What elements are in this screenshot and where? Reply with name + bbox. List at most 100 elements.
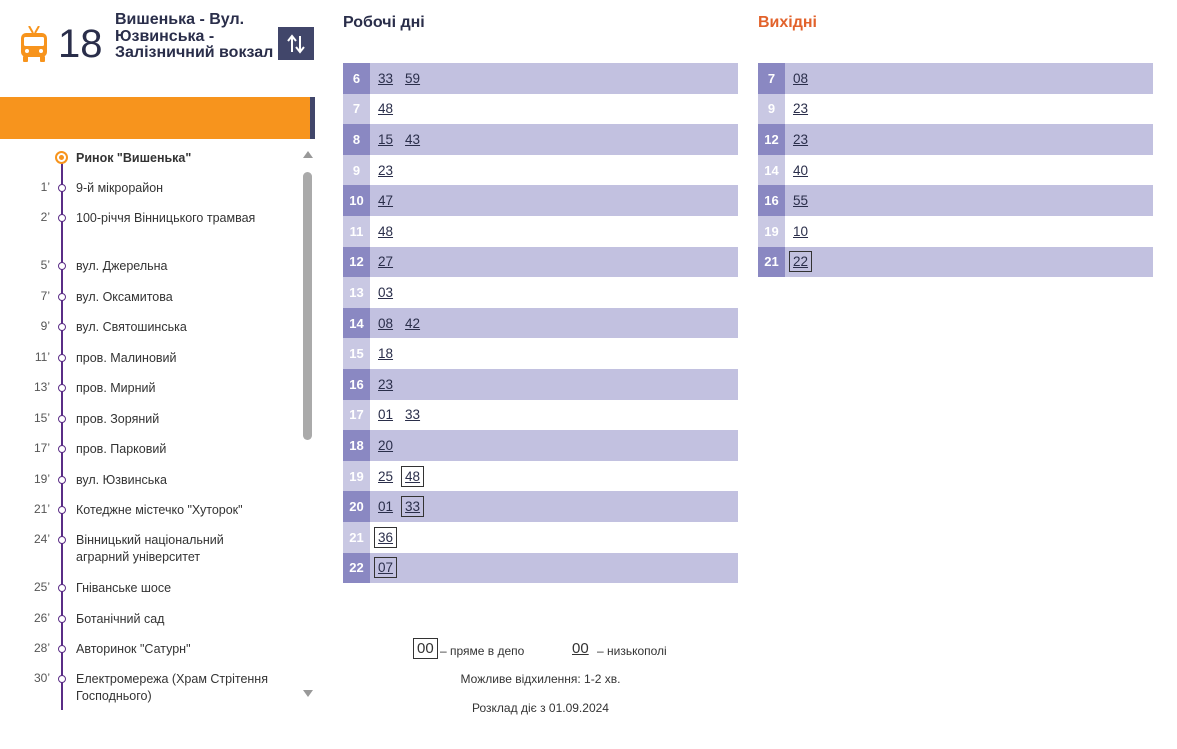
departure-minute[interactable]: 33 (378, 70, 394, 86)
stop-time: 24’ (33, 532, 50, 546)
scroll-down-icon[interactable] (303, 690, 313, 697)
departure-minute[interactable]: 59 (405, 70, 421, 86)
stops-list[interactable]: Ринок "Вишенька" 1’ 9-й мікрорайон 2’ 100-рі… (0, 140, 300, 710)
departure-minute[interactable]: 18 (378, 346, 394, 362)
stop-name: 100-річчя Вінницького трамвая (76, 211, 256, 225)
hour-cell: 14 (758, 154, 785, 186)
stop-name: Гніванське шосе (76, 581, 172, 595)
hour-cell: 7 (343, 93, 370, 125)
stop-dot-icon (58, 615, 66, 623)
stop-time: 17’ (33, 441, 50, 455)
minutes-cell: 47 (370, 193, 405, 208)
stop-dot-icon (58, 262, 66, 270)
hour-row: 19 10 (758, 215, 1153, 247)
hour-cell: 21 (343, 521, 370, 553)
departure-minute[interactable]: 15 (378, 131, 394, 147)
stop-time: 5’ (40, 258, 50, 272)
stop-time: 9’ (40, 319, 50, 333)
stops-scrollbar[interactable] (301, 148, 315, 700)
departure-minute[interactable]: 25 (378, 468, 394, 484)
stop-time: 11’ (34, 350, 50, 364)
hour-row: 17 01 33 (343, 399, 738, 431)
lowfloor-sample: 00 (572, 640, 589, 657)
departure-minute[interactable]: 10 (793, 223, 809, 239)
hour-cell: 14 (343, 307, 370, 339)
departure-minute[interactable]: 01 (378, 499, 394, 515)
departure-minute[interactable]: 08 (378, 315, 394, 331)
swap-direction-button[interactable] (278, 27, 314, 60)
hour-row: 15 18 (343, 338, 738, 369)
stop-time: 13’ (33, 380, 50, 394)
stop-name: 9-й мікрорайон (76, 181, 164, 195)
trolleybus-icon (21, 26, 47, 62)
weekday-title: Робочі дні (343, 14, 425, 31)
departure-minute[interactable]: 48 (378, 223, 394, 239)
hour-row: 13 03 (343, 277, 738, 308)
hour-cell: 12 (758, 124, 785, 155)
route-name: Вишенька - Вул. Юзвинська - Залізничний … (115, 11, 274, 61)
hour-row: 21 36 (343, 521, 738, 553)
stop-name: Авторинок "Сатурн" (76, 642, 191, 656)
departure-minute[interactable]: 23 (378, 162, 394, 178)
hour-cell: 10 (343, 185, 370, 216)
stop-name: вул. Оксамитова (76, 290, 173, 304)
valid-from-note: Розклад діє з 01.09.2024 (472, 701, 609, 715)
stop-dot-icon (58, 645, 66, 653)
departure-minute[interactable]: 23 (378, 376, 394, 392)
minutes-cell: 23 (785, 132, 820, 147)
hour-cell: 20 (343, 491, 370, 522)
departure-minute[interactable]: 23 (793, 101, 809, 117)
scroll-thumb[interactable] (303, 172, 312, 440)
hour-row: 20 01 33 (343, 491, 738, 522)
hour-cell: 13 (343, 277, 370, 308)
stop-time: 21’ (33, 502, 50, 516)
departure-minute[interactable]: 23 (793, 131, 809, 147)
departure-minute-depot[interactable]: 36 (374, 526, 398, 548)
stop-dot-icon (58, 476, 66, 484)
stop-dot-icon (58, 445, 66, 453)
departure-minute[interactable]: 43 (405, 131, 421, 147)
departure-minute[interactable]: 48 (378, 101, 394, 117)
hour-cell: 16 (758, 185, 785, 216)
minutes-cell: 07 (370, 557, 405, 579)
minutes-cell: 03 (370, 285, 405, 300)
stop-name: Ботанічний сад (76, 612, 165, 626)
departure-minute[interactable]: 27 (378, 254, 394, 270)
stop-time: 25’ (33, 580, 50, 594)
stop-name: Вінницький національний аграрний універс… (76, 533, 224, 564)
stop-time: 19’ (33, 472, 50, 486)
weekend-timetable: 7 08 9 23 12 23 14 40 16 55 19 10 21 22 (758, 63, 1153, 278)
hour-row: 14 08 42 (343, 307, 738, 339)
departure-minute[interactable]: 33 (405, 407, 421, 423)
departure-minute[interactable]: 47 (378, 193, 394, 209)
hour-row: 12 27 (343, 246, 738, 278)
departure-minute[interactable]: 55 (793, 193, 809, 209)
minutes-cell: 25 48 (370, 465, 432, 487)
scroll-up-icon[interactable] (303, 151, 313, 158)
stop-dot-icon (58, 214, 66, 222)
departure-minute-depot[interactable]: 22 (789, 251, 813, 273)
stop-name: Котеджне містечко "Хуторок" (76, 503, 243, 517)
minutes-cell: 40 (785, 163, 820, 178)
weekend-title: Вихідні (758, 14, 817, 31)
departure-minute-depot[interactable]: 07 (374, 557, 398, 579)
hour-row: 8 15 43 (343, 124, 738, 155)
departure-minute[interactable]: 42 (405, 315, 421, 331)
hour-cell: 17 (343, 399, 370, 431)
departure-minute[interactable]: 08 (793, 70, 809, 86)
departure-minute[interactable]: 40 (793, 162, 809, 178)
hour-cell: 6 (343, 63, 370, 94)
hour-row: 9 23 (343, 154, 738, 186)
stop-dot-icon (58, 293, 66, 301)
departure-minute-depot[interactable]: 33 (401, 496, 425, 518)
departure-minute[interactable]: 01 (378, 407, 394, 423)
minutes-cell: 10 (785, 224, 820, 239)
departure-minute-depot[interactable]: 48 (401, 465, 425, 487)
departure-minute[interactable]: 03 (378, 284, 394, 300)
stop-name: вул. Святошинська (76, 320, 187, 334)
departure-minute[interactable]: 20 (378, 437, 394, 453)
depot-text: – пряме в депо (440, 644, 525, 658)
minutes-cell: 36 (370, 526, 405, 548)
stop-name: Електромережа (Храм Стрітення Господньог… (76, 672, 268, 703)
minutes-cell: 01 33 (370, 496, 432, 518)
